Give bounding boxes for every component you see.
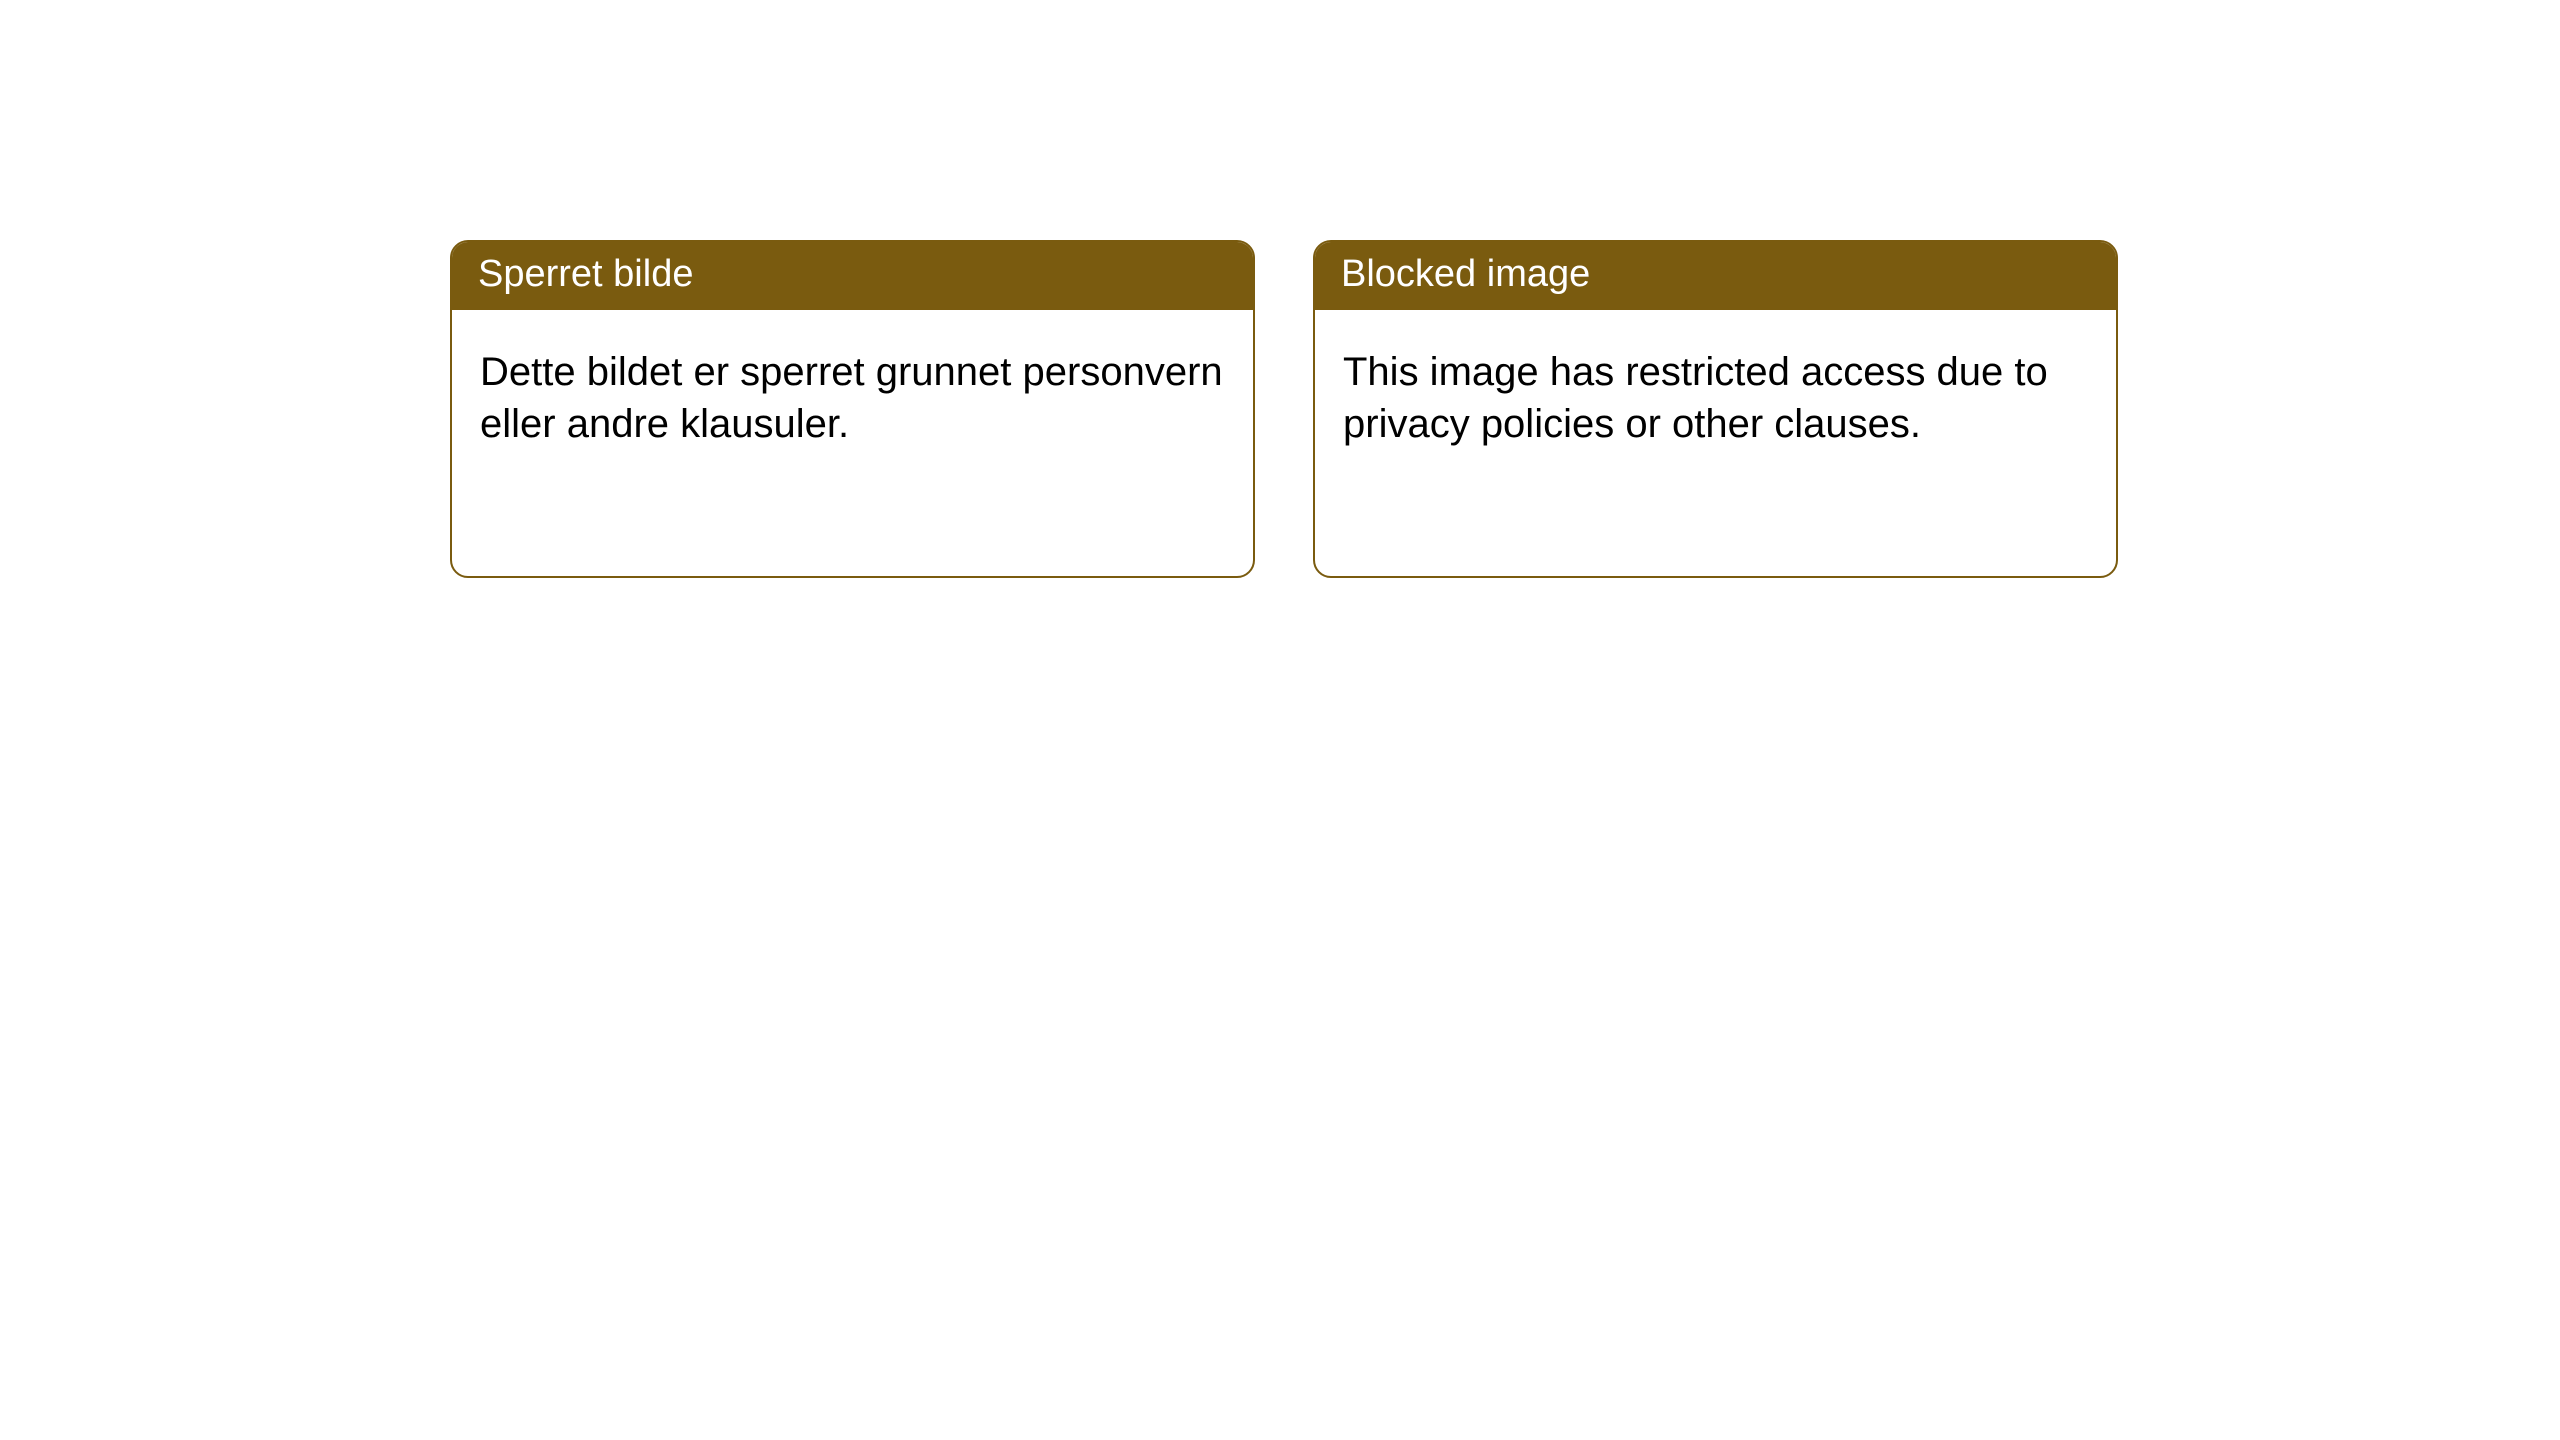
notice-body: Dette bildet er sperret grunnet personve… — [452, 310, 1253, 486]
notice-card-english: Blocked image This image has restricted … — [1313, 240, 2118, 578]
notice-card-norwegian: Sperret bilde Dette bildet er sperret gr… — [450, 240, 1255, 578]
notice-title: Blocked image — [1315, 242, 2116, 310]
notice-title: Sperret bilde — [452, 242, 1253, 310]
notice-body: This image has restricted access due to … — [1315, 310, 2116, 486]
notice-container: Sperret bilde Dette bildet er sperret gr… — [0, 0, 2560, 578]
